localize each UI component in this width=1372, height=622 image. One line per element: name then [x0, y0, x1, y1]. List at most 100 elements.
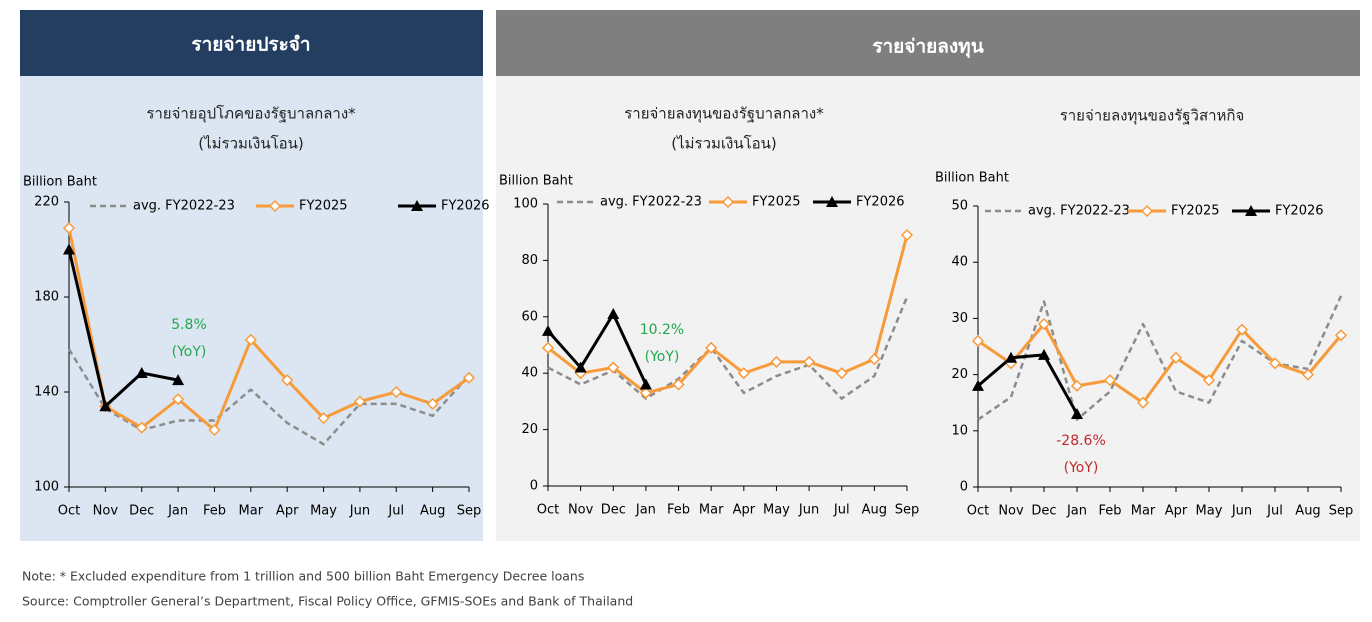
marker	[639, 378, 652, 390]
series-line	[977, 322, 1343, 405]
y-tick-label: 180	[34, 290, 59, 305]
marker	[172, 393, 185, 406]
marker	[972, 379, 984, 391]
marker	[826, 196, 838, 207]
marker	[803, 355, 816, 368]
marker	[900, 228, 914, 242]
marker	[705, 341, 718, 354]
legend-label: FY2026	[1275, 204, 1324, 219]
legend-label: FY2026	[856, 195, 905, 210]
panel-body	[20, 76, 483, 541]
series-line	[67, 227, 470, 432]
marker	[574, 361, 587, 373]
marker	[542, 324, 554, 336]
x-tick-label: Oct	[537, 503, 559, 518]
series-line	[977, 353, 1079, 415]
x-tick-label: Oct	[58, 504, 80, 519]
legend-label: avg. FY2022-23	[1028, 204, 1130, 219]
x-tick-label: Jan	[635, 503, 656, 518]
marker	[607, 361, 620, 374]
series-line	[977, 295, 1343, 421]
marker	[281, 374, 294, 387]
series-line	[67, 348, 470, 446]
marker	[1038, 348, 1050, 360]
x-tick-label: Nov	[998, 504, 1024, 519]
y-tick-label: 10	[951, 423, 968, 438]
x-tick-label: Dec	[129, 504, 154, 519]
y-tick-label: 100	[34, 480, 59, 495]
panel-header	[496, 10, 1360, 76]
annotation: (YoY)	[1064, 460, 1099, 476]
legend-label: FY2025	[299, 199, 348, 214]
marker	[1334, 329, 1348, 342]
marker	[208, 423, 221, 437]
marker	[172, 374, 185, 386]
x-tick-label: Dec	[601, 503, 626, 518]
x-tick-label: Mar	[699, 503, 724, 518]
marker	[770, 355, 783, 368]
x-tick-label: Nov	[93, 504, 119, 519]
y-tick-label: 0	[530, 479, 538, 494]
legend-label: FY2025	[752, 195, 801, 210]
y-tick-label: 30	[951, 311, 968, 326]
series-line	[546, 312, 648, 386]
marker	[62, 222, 76, 235]
chart-title: รายจ่ายลงทุนของรัฐบาลกลาง*	[624, 105, 824, 124]
marker	[1169, 351, 1183, 364]
marker	[971, 334, 985, 347]
y-tick-label: 40	[521, 366, 538, 381]
marker	[835, 367, 848, 380]
marker	[63, 243, 75, 255]
marker	[390, 385, 403, 399]
marker	[1301, 368, 1315, 381]
x-tick-label: Jun	[1231, 504, 1252, 519]
x-tick-label: Jun	[798, 503, 819, 518]
panel-title: รายจ่ายประจำ	[191, 34, 310, 56]
x-tick-label: Mar	[1131, 504, 1156, 519]
chart-title: (ไม่รวมเงินโอน)	[671, 135, 777, 153]
marker	[1005, 351, 1017, 363]
x-tick-label: Sep	[457, 504, 482, 519]
x-tick-label: Feb	[1098, 504, 1121, 519]
marker	[1071, 407, 1083, 419]
y-tick-label: 220	[34, 195, 59, 210]
marker	[426, 397, 439, 410]
x-tick-label: Jul	[387, 504, 404, 519]
marker	[1140, 204, 1154, 218]
x-tick-label: Jul	[833, 503, 850, 518]
marker	[868, 353, 881, 366]
chart-title: รายจ่ายลงทุนของรัฐวิสาหกิจ	[1060, 107, 1245, 126]
marker	[135, 367, 148, 378]
marker	[135, 421, 148, 434]
marker	[317, 412, 330, 425]
legend-label: avg. FY2022-23	[133, 199, 235, 214]
chart-title: รายจ่ายอุปโภคของรัฐบาลกลาง*	[146, 105, 356, 124]
y-axis-label: Billion Baht	[499, 174, 573, 189]
x-tick-label: Jan	[167, 504, 188, 519]
marker	[99, 400, 112, 412]
y-axis-label: Billion Baht	[23, 175, 97, 190]
note: Note: * Excluded expenditure from 1 tril…	[22, 569, 584, 584]
marker	[541, 341, 555, 354]
marker	[1245, 205, 1257, 216]
marker	[737, 367, 750, 380]
x-tick-label: May	[763, 503, 790, 518]
x-tick-label: Oct	[967, 504, 989, 519]
x-tick-label: Mar	[239, 504, 264, 519]
marker	[1070, 379, 1084, 392]
panel-header	[20, 10, 483, 76]
x-tick-label: Apr	[276, 504, 299, 519]
x-tick-label: May	[1196, 504, 1223, 519]
annotation: -28.6%	[1056, 433, 1106, 449]
y-tick-label: 0	[960, 480, 968, 495]
legend-label: FY2025	[1171, 204, 1220, 219]
marker	[244, 333, 257, 346]
legend-label: avg. FY2022-23	[600, 195, 702, 210]
y-tick-label: 50	[951, 199, 968, 214]
annotation: (YoY)	[172, 344, 207, 360]
note: Source: Comptroller General’s Department…	[22, 594, 633, 609]
x-tick-label: Nov	[568, 503, 594, 518]
x-tick-label: Jul	[1266, 504, 1283, 519]
marker	[1268, 357, 1282, 370]
marker	[607, 307, 620, 319]
